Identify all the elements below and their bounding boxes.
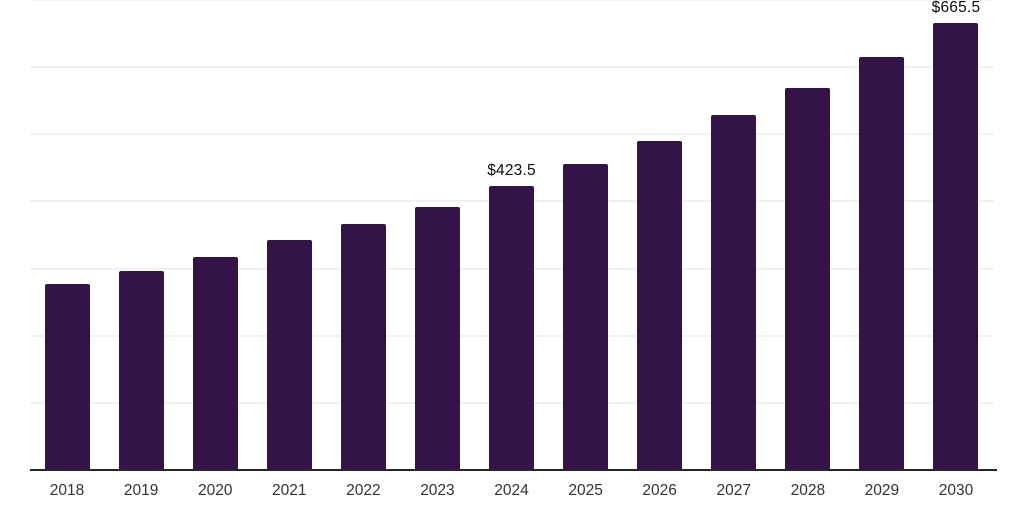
x-tick-label-2023: 2023 — [420, 482, 455, 499]
bar-slot-2021 — [252, 0, 326, 470]
x-tick-label-2026: 2026 — [642, 482, 677, 499]
bar-2020 — [192, 256, 238, 470]
bar-slot-2018 — [30, 0, 104, 470]
x-tick-label-2029: 2029 — [864, 482, 900, 499]
plot-area: $423.5 $665.5 — [30, 0, 997, 471]
x-tick-label-2028: 2028 — [790, 482, 826, 499]
gridline-700 — [30, 0, 994, 1]
bar-slot-2024: $423.5 — [474, 0, 548, 470]
x-tick-label-2025: 2025 — [568, 482, 603, 499]
bar-slot-2030: $665.5 — [919, 0, 993, 470]
x-tick-label-2020: 2020 — [197, 482, 233, 499]
bar-slot-2020 — [178, 0, 252, 470]
x-tick-label-2021: 2021 — [272, 482, 307, 499]
bar-2030 — [933, 23, 979, 470]
bar-2026 — [637, 141, 683, 470]
bar-slot-2027 — [697, 0, 771, 470]
x-axis-tick-labels: 2018 2019 2020 2021 2022 2023 2024 2025 2026 2027… — [30, 472, 993, 510]
bar-slot-2025 — [549, 0, 623, 470]
x-tick-label-2019: 2019 — [123, 482, 159, 499]
gridline-500 — [30, 133, 994, 136]
x-axis-line — [30, 469, 997, 471]
bar-slot-2019 — [104, 0, 178, 470]
bar-2028 — [785, 87, 831, 470]
gridline-600 — [30, 66, 994, 69]
bar-2021 — [266, 239, 312, 470]
bar-slot-2029 — [845, 0, 919, 470]
x-tick-label-2018: 2018 — [49, 482, 85, 499]
x-tick-label-2030: 2030 — [938, 482, 974, 499]
bar-2023 — [414, 206, 460, 470]
x-tick-label-2027: 2027 — [716, 482, 751, 499]
data-label-2030: $665.5 — [931, 0, 981, 17]
bar-2025 — [563, 164, 609, 470]
bar-slot-2028 — [771, 0, 845, 470]
bar-slot-2026 — [623, 0, 697, 470]
x-tick-label-2022: 2022 — [346, 482, 381, 499]
bar-2027 — [711, 115, 757, 470]
data-label-2024: $423.5 — [487, 161, 536, 179]
bars-layer: $423.5 $665.5 — [30, 0, 993, 470]
bar-2018 — [44, 283, 90, 470]
bar-2029 — [859, 56, 905, 470]
bar-slot-2023 — [400, 0, 474, 470]
bar-2024 — [489, 185, 534, 470]
bar-2019 — [118, 270, 164, 470]
bar-2022 — [340, 224, 386, 470]
x-tick-label-2024: 2024 — [494, 482, 529, 499]
bar-slot-2022 — [326, 0, 400, 470]
